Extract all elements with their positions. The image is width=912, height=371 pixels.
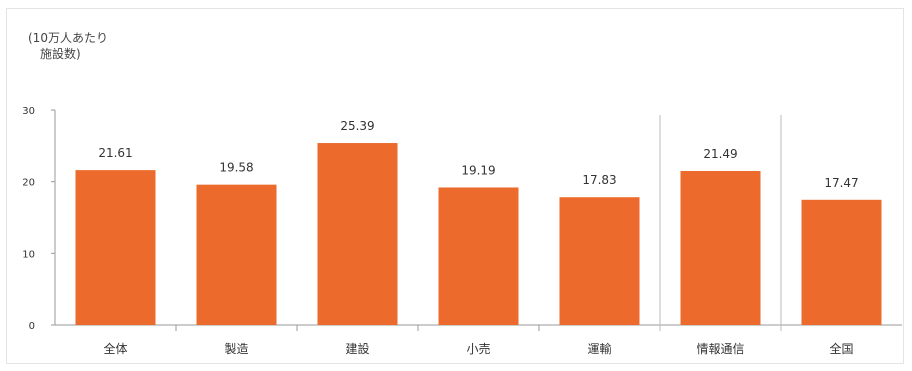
category-label: 運輸 (587, 341, 611, 356)
data-label: 17.83 (582, 173, 616, 187)
bar (801, 199, 882, 325)
data-label: 21.49 (703, 147, 737, 161)
bar (438, 187, 519, 325)
bar (75, 170, 156, 325)
bar (680, 170, 761, 325)
bar (559, 197, 640, 325)
data-label: 25.39 (340, 119, 374, 133)
data-label: 19.58 (219, 161, 253, 175)
y-tick-label: 20 (22, 178, 35, 189)
category-label: 全体 (103, 341, 127, 356)
category-label: 製造 (224, 342, 248, 356)
category-label: 小売 (466, 341, 490, 356)
data-label: 21.61 (98, 146, 132, 160)
unit-label: (10万人あたり 施設数) (28, 30, 108, 62)
bar (317, 143, 398, 325)
bar (196, 184, 277, 325)
unit-label-line1: (10万人あたり (28, 31, 108, 45)
category-label: 建設 (345, 341, 369, 356)
unit-label-line2: 施設数) (40, 47, 81, 61)
category-label: 全国 (829, 341, 853, 356)
y-tick-label: 0 (29, 321, 35, 332)
category-label: 情報通信 (696, 342, 744, 356)
data-label: 17.47 (824, 176, 858, 190)
data-label: 19.19 (461, 163, 495, 177)
y-tick-label: 10 (22, 249, 35, 260)
y-tick-label: 30 (22, 106, 35, 117)
